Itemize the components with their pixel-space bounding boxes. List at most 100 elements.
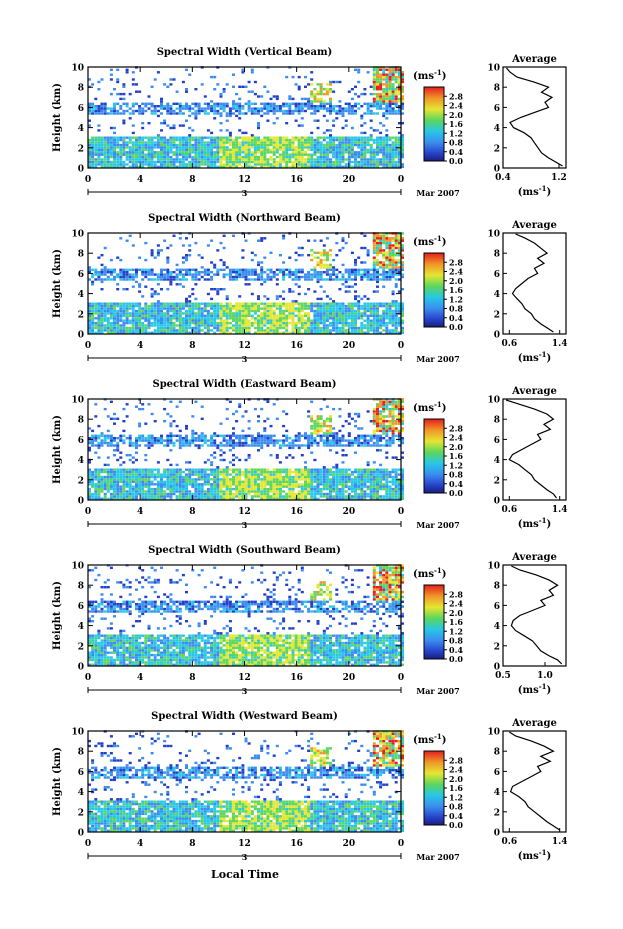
heatmap-cell	[247, 153, 251, 156]
heatmap-cell	[163, 122, 167, 125]
heatmap-cell	[360, 105, 364, 108]
heatmap-cell	[144, 454, 148, 457]
heatmap-cell	[307, 321, 311, 325]
heatmap-cell	[322, 107, 326, 110]
heatmap-cell	[304, 97, 307, 101]
heatmap-cell	[366, 317, 370, 320]
heatmap-cell	[228, 268, 232, 271]
heatmap-cell	[219, 112, 223, 115]
heatmap-cell	[185, 319, 188, 322]
heatmap-cell	[354, 283, 357, 286]
heatmap-cell	[141, 155, 145, 159]
heatmap-cell	[166, 160, 170, 164]
heatmap-cell	[147, 307, 151, 310]
heatmap-cell	[219, 163, 223, 166]
heatmap-cell	[135, 148, 138, 151]
heatmap-cell	[366, 302, 370, 305]
heatmap-cell	[341, 319, 345, 322]
heatmap-cell	[325, 331, 329, 334]
heatmap-cell	[385, 105, 389, 108]
heatmap-cell	[238, 155, 242, 159]
heatmap-cell	[369, 155, 373, 159]
heatmap-cell	[210, 461, 214, 464]
heatmap-cell	[188, 134, 192, 137]
heatmap-cell	[166, 275, 170, 279]
heatmap-cell	[97, 304, 101, 308]
heatmap-cell	[141, 143, 145, 147]
heatmap-cell	[288, 273, 292, 276]
heatmap-cell	[344, 307, 348, 310]
average-xlabel: (ms-1)	[518, 350, 551, 364]
heatmap-cell	[357, 302, 361, 305]
heatmap-cell	[257, 146, 260, 149]
heatmap-cell	[275, 136, 279, 139]
heatmap-cell	[150, 490, 154, 493]
heatmap-cell	[388, 321, 392, 325]
heatmap-cell	[269, 138, 273, 142]
heatmap-cell	[272, 151, 276, 154]
heatmap-cell	[388, 78, 392, 81]
heatmap-cell	[113, 309, 116, 313]
heatmap-cell	[282, 273, 286, 276]
heatmap-cell	[166, 441, 170, 445]
heatmap-cell	[172, 78, 176, 81]
heatmap-cell	[106, 307, 110, 310]
heatmap-cell	[332, 90, 336, 93]
heatmap-cell	[175, 475, 179, 479]
heatmap-cell	[244, 112, 248, 115]
heatmap-cell	[247, 329, 251, 332]
heatmap-cell	[388, 329, 392, 332]
heatmap-cell	[97, 155, 101, 159]
heatmap-cell	[116, 112, 120, 115]
heatmap-cell	[344, 148, 348, 151]
heatmap-cell	[335, 275, 339, 279]
colorbar-tick-label: 1.6	[449, 285, 463, 295]
heatmap-cell	[238, 163, 242, 166]
heatmap-cell	[100, 434, 104, 437]
heatmap-cell	[385, 100, 389, 103]
heatmap-cell	[191, 112, 195, 115]
heatmap-cell	[135, 273, 138, 276]
heatmap-cell	[288, 148, 292, 151]
heatmap-cell	[163, 165, 167, 168]
heatmap-cell	[307, 105, 311, 108]
heatmap-cell	[388, 143, 392, 147]
heatmap-cell	[181, 268, 185, 271]
heatmap-cell	[144, 478, 148, 481]
heatmap-cell	[222, 263, 226, 267]
heatmap-cell	[203, 95, 207, 98]
heatmap-cell	[203, 319, 207, 322]
heatmap-cell	[138, 324, 142, 327]
heatmap-cell	[88, 302, 91, 305]
heatmap-cell	[166, 138, 170, 142]
heatmap-cell	[147, 95, 151, 98]
heatmap-cell	[97, 112, 101, 115]
heatmap-cell	[372, 158, 376, 161]
heatmap-cell	[354, 302, 357, 305]
heatmap-cell	[225, 297, 229, 301]
heatmap-cell	[263, 302, 267, 305]
heatmap-cell	[282, 297, 286, 301]
heatmap-cell	[310, 78, 314, 81]
heatmap-cell	[253, 160, 257, 164]
heatmap-cell	[178, 112, 182, 115]
heatmap-cell	[169, 160, 173, 164]
heatmap-cell	[97, 271, 101, 274]
heatmap-cell	[238, 148, 242, 151]
heatmap-cell	[188, 331, 192, 334]
heatmap-cell	[169, 309, 173, 313]
heatmap-cell	[257, 112, 260, 115]
heatmap-cell	[344, 321, 348, 325]
heatmap-cell	[316, 151, 320, 154]
heatmap-cell	[313, 239, 317, 242]
heatmap-cell	[156, 251, 160, 254]
heatmap-cell	[263, 138, 267, 142]
heatmap-cell	[372, 151, 376, 154]
heatmap-cell	[91, 102, 95, 105]
heatmap-cell	[94, 485, 98, 488]
heatmap-cell	[150, 151, 154, 154]
heatmap-cell	[382, 319, 386, 322]
heatmap-cell	[338, 146, 342, 149]
heatmap-cell	[329, 312, 332, 315]
heatmap-cell	[213, 444, 217, 447]
